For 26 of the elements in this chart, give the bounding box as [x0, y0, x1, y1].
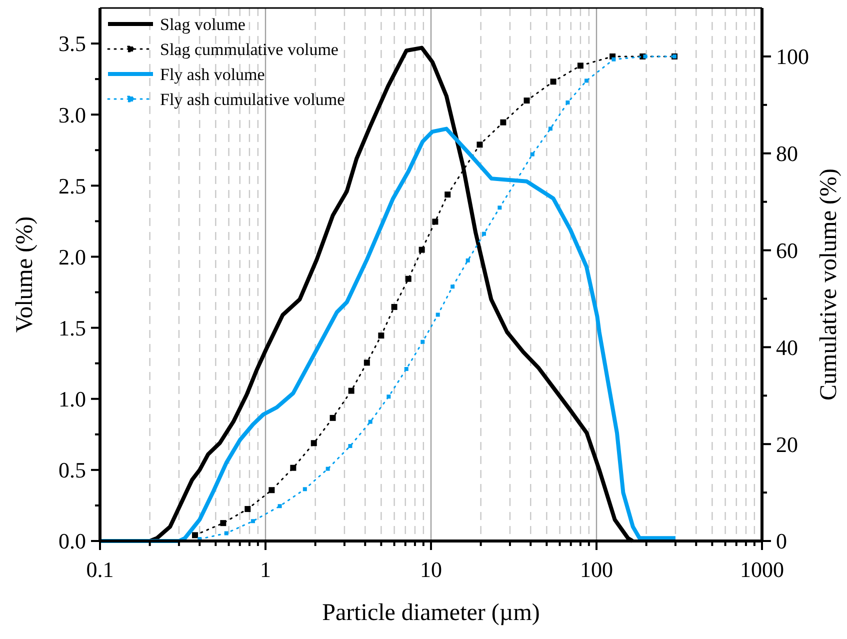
- x-tick-label: 0.1: [86, 557, 114, 582]
- y-tick-label: 3.0: [58, 102, 86, 128]
- x-tick-label: 100: [580, 557, 613, 582]
- x-tick-label: 1: [260, 557, 271, 582]
- y-axis-title: Volume (%): [12, 216, 38, 333]
- y2-axis-title: Cumulative volume (%): [816, 168, 842, 400]
- y-tick-label: 2.5: [58, 173, 86, 198]
- y2-tick-label: 0: [776, 528, 787, 554]
- legend-label: Slag cummulative volume: [160, 40, 338, 59]
- x-tick-label: 1000: [740, 557, 784, 582]
- y2-tick-label: 80: [776, 141, 798, 166]
- legend-label: Slag volume: [160, 14, 246, 34]
- y-tick-label: 1.5: [58, 316, 86, 340]
- legend-label: Fly ash volume: [160, 64, 265, 84]
- y2-tick-label: 20: [776, 432, 798, 457]
- y2-tick-label: 60: [776, 238, 798, 263]
- legend-label: Fly ash cumulative volume: [160, 90, 345, 109]
- y2-tick-label: 100: [776, 44, 809, 70]
- x-axis-title: Particle diameter (µm): [322, 600, 540, 626]
- x-tick-label: 10: [420, 557, 442, 582]
- y-tick-label: 1.0: [58, 386, 86, 412]
- y-tick-label: 2.0: [58, 244, 86, 270]
- y2-tick-label: 40: [776, 334, 798, 360]
- y-tick-label: 3.5: [58, 31, 86, 56]
- y-tick-label: 0.0: [58, 528, 86, 554]
- y-tick-label: 0.5: [58, 458, 86, 483]
